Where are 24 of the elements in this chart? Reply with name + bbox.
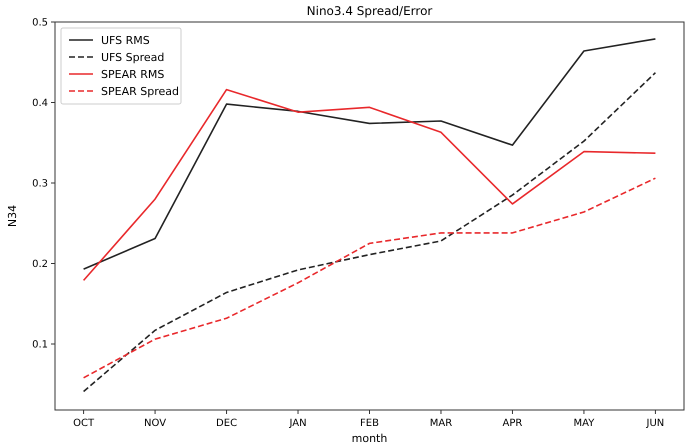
y-axis-title: N34	[6, 204, 19, 228]
line-series	[82, 177, 656, 379]
x-tick-label: MAY	[574, 418, 596, 429]
legend-label: SPEAR RMS	[101, 68, 164, 81]
legend-label: UFS Spread	[101, 50, 164, 64]
y-tick-label: 0.5	[32, 18, 48, 28]
chart-title: Nino3.4 Spread/Error	[306, 4, 432, 18]
line-series	[82, 88, 656, 282]
line-series	[82, 72, 656, 392]
x-tick-label: MAR	[430, 418, 452, 429]
x-tick-label: JAN	[288, 418, 307, 429]
x-tick-label: OCT	[73, 418, 95, 429]
x-tick-label: FEB	[360, 418, 380, 429]
y-tick-label: 0.4	[32, 98, 48, 109]
x-axis-title: month	[352, 432, 388, 445]
legend-label: SPEAR Spread	[101, 84, 179, 98]
x-tick-label: NOV	[144, 418, 166, 429]
y-tick-label: 0.3	[32, 178, 48, 190]
x-tick-label: JUN	[646, 418, 664, 429]
y-tick-label: 0.2	[32, 258, 48, 270]
x-tick-label: DEC	[216, 418, 238, 429]
legend-label: UFS RMS	[101, 34, 150, 47]
y-tick-label: 0.1	[32, 339, 48, 350]
x-tick-label: APR	[502, 418, 522, 429]
